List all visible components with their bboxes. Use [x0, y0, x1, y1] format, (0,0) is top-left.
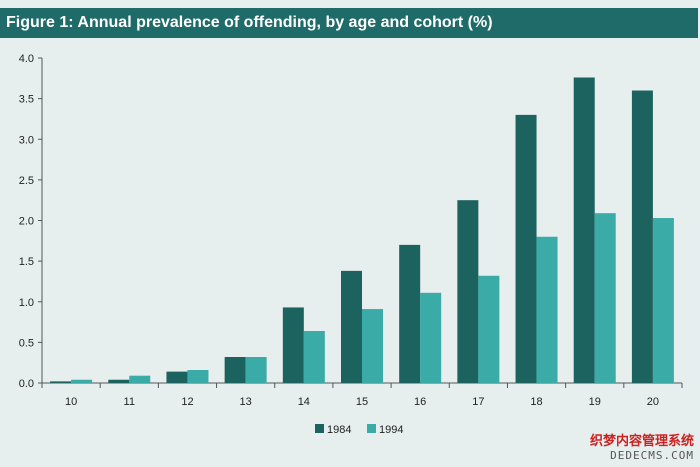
bar-1994-18 [536, 236, 558, 383]
bar-1994-16 [420, 292, 442, 383]
bar-1984-13 [224, 357, 246, 383]
legend-label-1994: 1994 [379, 424, 403, 436]
bar-1984-11 [108, 379, 130, 383]
y-tick-label: 1.0 [19, 297, 34, 309]
y-tick-label: 2.0 [19, 216, 34, 228]
y-tick-label: 0.0 [19, 378, 34, 390]
bar-1984-15 [341, 270, 362, 383]
bar-1994-11 [129, 375, 151, 383]
legend-swatch-1994 [367, 424, 376, 433]
bar-1984-16 [399, 244, 421, 383]
legend-swatch-1984 [315, 424, 324, 433]
y-tick-label: 1.5 [19, 256, 34, 268]
bar-1994-15 [362, 309, 383, 383]
bar-1994-20 [652, 218, 674, 383]
bar-1984-14 [282, 307, 304, 383]
x-tick-label: 11 [124, 396, 135, 408]
x-tick-label: 12 [181, 396, 193, 408]
legend-label-1984: 1984 [327, 424, 351, 436]
bar-1994-14 [303, 331, 325, 383]
chart-title: Figure 1: Annual prevalence of offending… [6, 14, 493, 31]
x-tick-label: 20 [647, 396, 659, 408]
bar-1984-18 [515, 114, 537, 383]
bar-1984-10 [50, 381, 72, 383]
watermark-line1: 织梦内容管理系统 [589, 434, 694, 449]
bar-1994-17 [478, 275, 500, 383]
y-tick-label: 0.5 [19, 337, 34, 349]
x-tick-label: 14 [298, 396, 310, 408]
y-tick-label: 3.5 [19, 94, 34, 106]
bar-1984-17 [457, 200, 479, 383]
x-tick-label: 15 [356, 396, 368, 408]
bar-1994-12 [187, 370, 209, 383]
y-tick-label: 2.5 [19, 175, 34, 187]
bar-1984-19 [573, 77, 595, 383]
watermark-line2: DEDECMS.COM [610, 449, 694, 462]
watermark: 织梦内容管理系统 DEDECMS.COM [590, 435, 694, 463]
title-bar: Figure 1: Annual prevalence of offending… [0, 8, 698, 38]
bar-1994-13 [245, 357, 267, 383]
bar-1984-12 [166, 371, 188, 383]
bar-1994-10 [71, 379, 93, 383]
bar-1994-19 [594, 213, 616, 383]
x-tick-label: 19 [589, 396, 601, 408]
x-tick-label: 18 [530, 396, 542, 408]
x-tick-label: 17 [472, 396, 484, 408]
y-tick-label: 3.0 [19, 134, 34, 146]
x-tick-label: 13 [240, 396, 252, 408]
bar-1984-20 [631, 90, 653, 383]
x-tick-label: 10 [65, 396, 77, 408]
x-tick-label: 16 [414, 396, 426, 408]
y-tick-label: 4.0 [19, 53, 34, 65]
